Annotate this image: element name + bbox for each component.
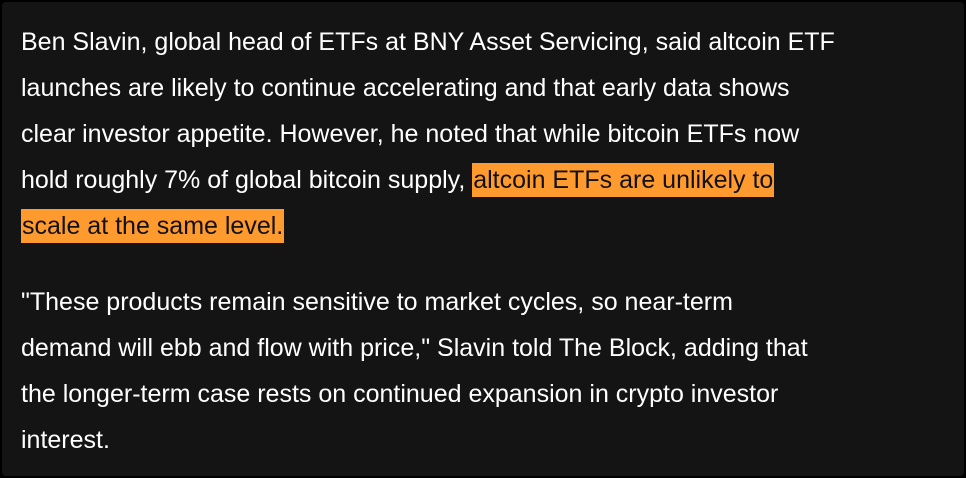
highlighted-text: altcoin ETFs are unlikely to (472, 163, 775, 197)
text-line: hold roughly 7% of global bitcoin supply… (21, 157, 835, 203)
text-line: Ben Slavin, global head of ETFs at BNY A… (21, 28, 835, 56)
highlighted-text: scale at the same level. (21, 209, 285, 243)
text-line: demand will ebb and flow with price," Sl… (21, 334, 808, 362)
text-line: interest. (21, 426, 110, 454)
text-line: clear investor appetite. However, he not… (21, 120, 800, 148)
text-line: scale at the same level. (21, 203, 835, 249)
paragraph-2: "These products remain sensitive to mark… (21, 279, 808, 463)
text-segment: hold roughly 7% of global bitcoin supply… (21, 166, 473, 194)
paragraph-1: Ben Slavin, global head of ETFs at BNY A… (21, 19, 835, 249)
text-line: "These products remain sensitive to mark… (21, 288, 733, 316)
text-line: launches are likely to continue accelera… (21, 74, 790, 102)
text-line: the longer-term case rests on continued … (21, 380, 779, 408)
